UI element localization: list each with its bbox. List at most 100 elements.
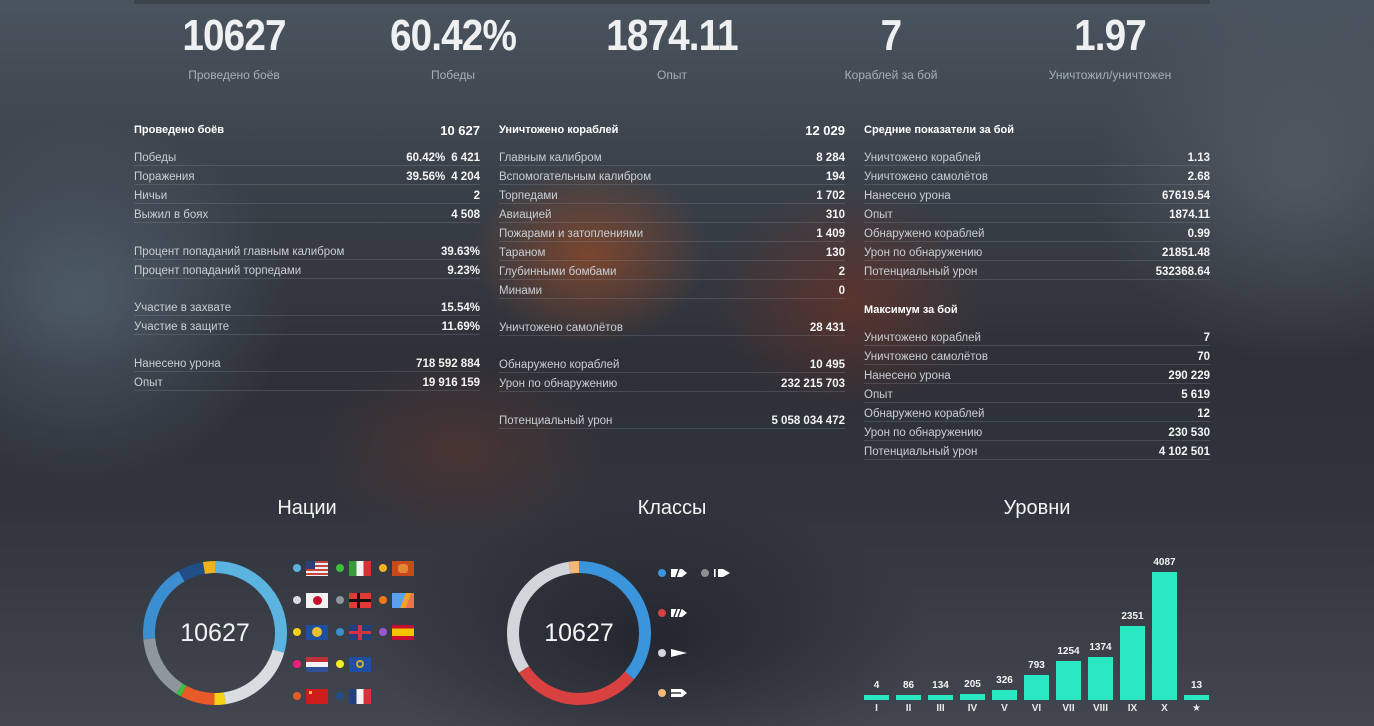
submarine-icon[interactable] xyxy=(714,568,732,578)
flag-netherlands-icon[interactable] xyxy=(306,656,328,672)
stat-row: Торпедами 1 702 xyxy=(499,185,845,204)
stat-count: 4 204 xyxy=(451,171,480,183)
flag-europe-icon[interactable] xyxy=(349,656,371,672)
legend-dot xyxy=(336,660,344,668)
stat-label: Уничтожено самолётов xyxy=(864,351,988,363)
stat-row: Урон по обнаружению 230 530 xyxy=(864,422,1210,441)
donut-segment[interactable] xyxy=(507,561,651,705)
stat-label: Потенциальный урон xyxy=(864,446,978,458)
stat-row-torpedo-accuracy: Процент попаданий торпедами 9.23% xyxy=(134,260,480,279)
tier-bar[interactable]: 1254 xyxy=(1056,540,1081,700)
donut-segment[interactable] xyxy=(143,561,287,705)
tier-bar[interactable]: 4087 xyxy=(1152,540,1177,700)
stat-row: Опыт 1874.11 xyxy=(864,204,1210,223)
tier-label: II xyxy=(905,703,912,714)
tier-bar[interactable]: 793 xyxy=(1024,540,1049,700)
classes-donut-svg xyxy=(507,561,651,705)
flag-germany-icon[interactable] xyxy=(349,592,371,608)
stat-label: Ничьи xyxy=(134,190,168,202)
stat-label: Глубинными бомбами xyxy=(499,266,617,278)
stat-label: Тараном xyxy=(499,247,546,259)
tier-bar[interactable]: 205 xyxy=(960,540,985,700)
flag-japan-icon[interactable] xyxy=(306,592,328,608)
tier-bar[interactable]: 2351 xyxy=(1120,540,1145,700)
legend-dot xyxy=(293,628,301,636)
tier-bar[interactable]: 326 xyxy=(992,540,1017,700)
stat-value: 0 xyxy=(838,285,845,297)
tier-bar[interactable]: 4 xyxy=(864,540,889,700)
stat-row: Пожарами и затоплениями 1 409 xyxy=(499,223,845,242)
stat-row: Уничтожено кораблей 7 xyxy=(864,327,1210,346)
summary-battles: 10627 Проведено боёв xyxy=(134,10,334,90)
stat-value: 8 284 xyxy=(816,152,845,164)
legend-dot xyxy=(658,609,666,617)
summary-label: Опыт xyxy=(657,68,687,82)
legend-dot xyxy=(658,689,666,697)
flag-pan-asia-icon[interactable] xyxy=(392,560,414,576)
legend-dot xyxy=(293,564,301,572)
flag-ussr-icon[interactable] xyxy=(306,688,328,704)
stat-label: Уничтожено кораблей xyxy=(864,332,981,344)
stat-row-potential-damage: Потенциальный урон 5 058 034 472 xyxy=(499,410,845,429)
nations-donut-svg xyxy=(143,561,287,705)
stat-row: Опыт 5 619 xyxy=(864,384,1210,403)
legend-dot xyxy=(336,596,344,604)
stat-label: Авиацией xyxy=(499,209,552,221)
stat-count: 6 421 xyxy=(451,152,480,164)
destroyer-icon[interactable] xyxy=(671,568,689,578)
donut-segment[interactable] xyxy=(143,561,287,705)
tier-bar[interactable]: 1374 xyxy=(1088,540,1113,700)
top-bar xyxy=(134,0,1210,4)
battleship-icon[interactable] xyxy=(671,648,689,658)
flag-commonwealth-icon[interactable] xyxy=(306,624,328,640)
stat-label: Уничтожено кораблей xyxy=(864,152,981,164)
section-title: Проведено боёв xyxy=(134,124,224,136)
tier-bar[interactable]: 134 xyxy=(928,540,953,700)
stat-row-main-battery-accuracy: Процент попаданий главным калибром 39.63… xyxy=(134,241,480,260)
stat-percent: 39.56% xyxy=(406,171,446,183)
tier-label: III xyxy=(936,703,945,714)
flag-spain-icon[interactable] xyxy=(392,624,414,640)
donut-segment[interactable] xyxy=(507,561,651,705)
stat-row: Авиацией 310 xyxy=(499,204,845,223)
summary-value: 10627 xyxy=(182,11,286,60)
flag-uk-icon[interactable] xyxy=(349,624,371,640)
stat-label: Потенциальный урон xyxy=(499,415,613,427)
legend-dot xyxy=(379,628,387,636)
stat-value: 5 619 xyxy=(1181,389,1210,401)
classes-center-total: 10627 xyxy=(544,618,614,647)
legend-dot xyxy=(293,596,301,604)
tier-bar[interactable]: 13 xyxy=(1184,540,1209,700)
flag-france-icon[interactable] xyxy=(349,688,371,704)
stat-row: Нанесено урона 67619.54 xyxy=(864,185,1210,204)
bar-value-label: 4087 xyxy=(1153,557,1176,568)
flag-pan-america-icon[interactable] xyxy=(392,592,414,608)
nations-donut-chart[interactable]: 10627 xyxy=(142,560,288,706)
classes-donut-chart[interactable]: 10627 xyxy=(506,560,652,706)
flag-usa-icon[interactable] xyxy=(306,560,328,576)
donut-segment[interactable] xyxy=(507,561,651,705)
tier-bar[interactable]: 86 xyxy=(896,540,921,700)
nations-title: Нации xyxy=(277,497,337,519)
donut-segment[interactable] xyxy=(143,561,287,705)
legend-dot xyxy=(336,628,344,636)
bar-fill xyxy=(1184,695,1209,700)
stat-value: 2 xyxy=(838,266,845,278)
stat-label: Минами xyxy=(499,285,543,297)
aircraft-carrier-icon[interactable] xyxy=(671,688,689,698)
bar-fill xyxy=(896,695,921,700)
cruiser-icon[interactable] xyxy=(671,608,689,618)
stat-value: 60.42% 6 421 xyxy=(406,152,480,165)
stat-label: Нанесено урона xyxy=(864,370,951,382)
summary-strip: 10627 Проведено боёв 60.42% Победы 1874.… xyxy=(134,10,1210,90)
stat-value: 532368.64 xyxy=(1155,266,1210,278)
stat-value: 67619.54 xyxy=(1162,190,1210,202)
legend-dot xyxy=(701,569,709,577)
stat-value: 1.13 xyxy=(1187,152,1210,164)
stat-row-losses: Поражения 39.56% 4 204 xyxy=(134,166,480,185)
summary-wins: 60.42% Победы xyxy=(353,10,553,90)
flag-italy-icon[interactable] xyxy=(349,560,371,576)
tier-label: I xyxy=(875,703,878,714)
stat-value: 7 xyxy=(1203,332,1210,344)
stat-label: Урон по обнаружению xyxy=(499,378,618,390)
